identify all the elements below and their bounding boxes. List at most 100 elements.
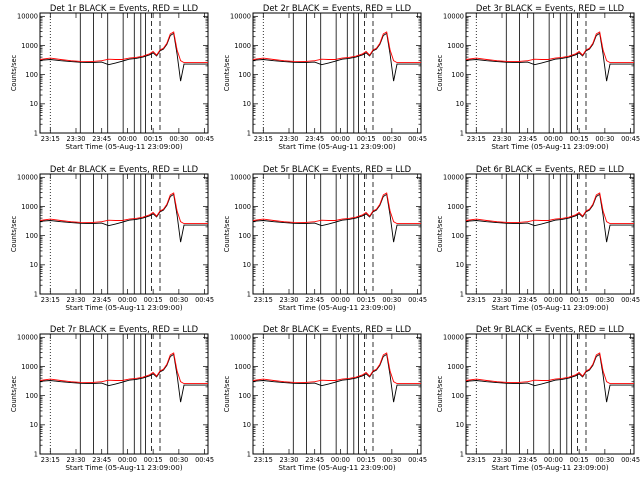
panel-title: Det 1r BLACK = Events, RED = LLD bbox=[50, 3, 198, 13]
x-tick-label: 00:30 bbox=[169, 135, 188, 143]
x-tick-label: 23:15 bbox=[254, 135, 273, 143]
x-axis-label: Start Time (05-Aug-11 23:09:00) bbox=[65, 463, 182, 472]
y-tick-label: 100 bbox=[25, 392, 38, 400]
y-tick-label: 1000 bbox=[447, 203, 464, 211]
y-tick-label: 1 bbox=[34, 129, 38, 137]
x-axis-label: Start Time (05-Aug-11 23:09:00) bbox=[278, 463, 395, 472]
x-tick-label: 00:30 bbox=[595, 296, 614, 304]
series-lld bbox=[252, 31, 421, 64]
x-tick-label: 00:30 bbox=[382, 135, 401, 143]
x-axis-label: Start Time (05-Aug-11 23:09:00) bbox=[491, 463, 608, 472]
series-events bbox=[465, 193, 634, 243]
y-axis-label: Counts/sec bbox=[10, 375, 18, 412]
x-tick-label: 00:45 bbox=[408, 296, 427, 304]
x-tick-label: 23:45 bbox=[305, 456, 324, 464]
series-events bbox=[465, 353, 634, 403]
x-tick-label: 00:15 bbox=[144, 456, 163, 464]
panel-det-9: Det 9r BLACK = Events, RED = LLD 1 10 100 10… bbox=[436, 324, 640, 472]
x-tick-label: 00:00 bbox=[331, 296, 350, 304]
x-tick-label: 23:45 bbox=[305, 135, 324, 143]
x-tick-label: 23:15 bbox=[467, 135, 486, 143]
y-tick-label: 100 bbox=[238, 392, 251, 400]
x-tick-label: 00:00 bbox=[118, 456, 137, 464]
y-tick-label: 10 bbox=[30, 100, 38, 108]
x-tick-label: 23:30 bbox=[492, 135, 511, 143]
series-lld bbox=[39, 31, 208, 64]
x-tick-label: 00:45 bbox=[408, 135, 427, 143]
y-axis-label: Counts/sec bbox=[223, 54, 231, 91]
x-tick-label: 23:45 bbox=[518, 135, 537, 143]
series-events bbox=[465, 32, 634, 82]
y-axis-label: Counts/sec bbox=[10, 54, 18, 91]
y-tick-label: 10000 bbox=[443, 13, 464, 21]
x-tick-label: 23:15 bbox=[254, 456, 273, 464]
panel-det-1: Det 1r BLACK = Events, RED = LLD 1 10 100 10… bbox=[10, 3, 214, 151]
series-lld bbox=[39, 352, 208, 385]
y-tick-label: 10 bbox=[30, 421, 38, 429]
x-axis-label: Start Time (05-Aug-11 23:09:00) bbox=[278, 142, 395, 151]
x-tick-label: 00:00 bbox=[331, 456, 350, 464]
x-tick-label: 00:45 bbox=[195, 135, 214, 143]
y-tick-label: 1000 bbox=[234, 363, 251, 371]
y-tick-label: 1 bbox=[34, 290, 38, 298]
y-tick-label: 10000 bbox=[443, 174, 464, 182]
x-axis-label: Start Time (05-Aug-11 23:09:00) bbox=[65, 142, 182, 151]
panel-title: Det 7r BLACK = Events, RED = LLD bbox=[50, 324, 198, 334]
y-tick-label: 100 bbox=[451, 392, 464, 400]
y-tick-label: 1000 bbox=[21, 203, 38, 211]
x-axis-label: Start Time (05-Aug-11 23:09:00) bbox=[278, 303, 395, 312]
panel-det-4: Det 4r BLACK = Events, RED = LLD 1 10 100 10… bbox=[10, 164, 214, 312]
x-tick-label: 23:15 bbox=[254, 296, 273, 304]
panel-title: Det 4r BLACK = Events, RED = LLD bbox=[50, 164, 198, 174]
series-events bbox=[252, 32, 421, 82]
y-tick-label: 10000 bbox=[230, 174, 251, 182]
x-tick-label: 23:30 bbox=[66, 135, 85, 143]
x-axis-label: Start Time (05-Aug-11 23:09:00) bbox=[65, 303, 182, 312]
panel-det-7: Det 7r BLACK = Events, RED = LLD 1 10 100 10… bbox=[10, 324, 214, 472]
y-tick-label: 1 bbox=[247, 129, 251, 137]
series-events bbox=[39, 353, 208, 403]
panel-title: Det 3r BLACK = Events, RED = LLD bbox=[476, 3, 624, 13]
x-tick-label: 00:30 bbox=[382, 296, 401, 304]
y-tick-label: 10 bbox=[243, 100, 251, 108]
x-tick-label: 00:15 bbox=[570, 296, 589, 304]
x-tick-label: 23:45 bbox=[92, 456, 111, 464]
series-lld bbox=[465, 352, 634, 385]
x-tick-label: 00:00 bbox=[118, 296, 137, 304]
series-events bbox=[39, 193, 208, 243]
plot-frame bbox=[39, 12, 209, 134]
panel-det-5: Det 5r BLACK = Events, RED = LLD 1 10 100 10… bbox=[223, 164, 427, 312]
x-tick-label: 23:15 bbox=[467, 296, 486, 304]
plot-frame bbox=[252, 333, 422, 455]
series-lld bbox=[465, 192, 634, 225]
x-tick-label: 00:45 bbox=[195, 456, 214, 464]
panel-title: Det 6r BLACK = Events, RED = LLD bbox=[476, 164, 624, 174]
x-tick-label: 23:15 bbox=[41, 135, 60, 143]
y-axis-label: Counts/sec bbox=[436, 215, 444, 252]
y-tick-label: 10 bbox=[456, 261, 464, 269]
y-tick-label: 100 bbox=[238, 71, 251, 79]
y-tick-label: 10 bbox=[243, 421, 251, 429]
y-tick-label: 1000 bbox=[21, 42, 38, 50]
y-tick-label: 10 bbox=[456, 421, 464, 429]
panel-det-6: Det 6r BLACK = Events, RED = LLD 1 10 100 10… bbox=[436, 164, 640, 312]
x-tick-label: 23:30 bbox=[492, 456, 511, 464]
x-tick-label: 00:45 bbox=[621, 296, 640, 304]
series-events bbox=[252, 193, 421, 243]
y-tick-label: 1000 bbox=[234, 203, 251, 211]
panel-det-2: Det 2r BLACK = Events, RED = LLD 1 10 100 10… bbox=[223, 3, 427, 151]
panel-det-8: Det 8r BLACK = Events, RED = LLD 1 10 100 10… bbox=[223, 324, 427, 472]
y-tick-label: 100 bbox=[25, 71, 38, 79]
x-tick-label: 00:30 bbox=[169, 296, 188, 304]
series-lld bbox=[465, 31, 634, 64]
x-tick-label: 00:45 bbox=[408, 456, 427, 464]
x-tick-label: 23:45 bbox=[305, 296, 324, 304]
y-tick-label: 10 bbox=[30, 261, 38, 269]
y-tick-label: 1000 bbox=[234, 42, 251, 50]
x-tick-label: 00:30 bbox=[595, 135, 614, 143]
x-axis-label: Start Time (05-Aug-11 23:09:00) bbox=[491, 142, 608, 151]
y-tick-label: 100 bbox=[451, 232, 464, 240]
x-tick-label: 00:15 bbox=[570, 135, 589, 143]
y-tick-label: 10000 bbox=[230, 334, 251, 342]
y-axis-label: Counts/sec bbox=[436, 54, 444, 91]
